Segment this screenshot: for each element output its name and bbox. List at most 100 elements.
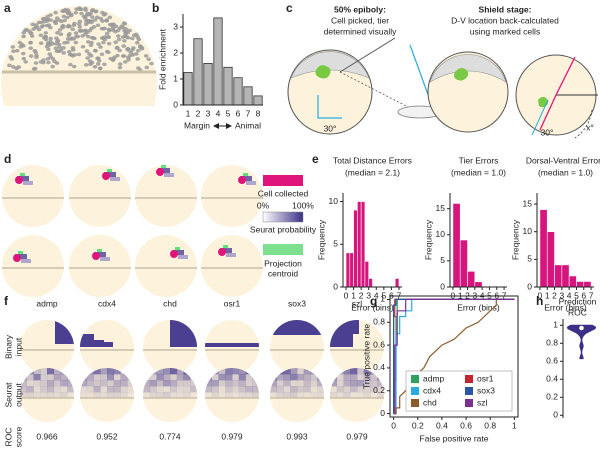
cell-dot [48, 36, 54, 41]
cell-dot [89, 40, 94, 45]
cell-dot [135, 57, 140, 61]
histogram-bar [360, 201, 366, 288]
seurat-cell [252, 374, 259, 381]
seurat-cell [211, 380, 219, 387]
seurat-cell [343, 392, 351, 399]
cell-dot [7, 63, 12, 68]
cell-dot [11, 65, 16, 69]
legend-label: cdx4 [423, 385, 441, 395]
binary-region [170, 320, 197, 347]
x-tick-label: 8 [256, 108, 261, 118]
seurat-cell [245, 374, 253, 381]
cell-dot [102, 12, 108, 16]
y-tick-label: 0.8 [546, 338, 558, 348]
histogram-bar [452, 203, 461, 288]
cell-dot [58, 32, 64, 37]
cell-dot [95, 62, 101, 66]
seurat-cell [170, 392, 178, 399]
seurat-cell [317, 386, 324, 393]
y-tick-label: 0 [333, 281, 338, 291]
bar [223, 66, 233, 106]
centroid [243, 173, 248, 176]
cell-dot [73, 31, 79, 35]
embryo [330, 368, 384, 422]
y-tick-label: 1 [553, 320, 558, 330]
seurat-cell [297, 368, 305, 375]
x-tick-label: 7 [246, 108, 251, 118]
seurat-cell [26, 392, 34, 399]
cell-dot [107, 28, 112, 33]
cell-collected [238, 176, 246, 184]
legend-swatch [465, 387, 473, 395]
seurat-cell [303, 392, 311, 399]
binary-region [80, 334, 94, 340]
seurat-cell [336, 386, 344, 393]
seurat-cell [350, 380, 358, 387]
seurat-cell [20, 392, 28, 399]
cell-dot [81, 14, 87, 19]
seurat-cell [310, 374, 318, 381]
seurat-cell [211, 386, 219, 393]
seurat-cell [176, 374, 184, 381]
legend-label: Cell collected [258, 188, 309, 198]
binary-input [270, 320, 324, 335]
row-label: Seurat [3, 382, 13, 408]
cell-dot [76, 52, 82, 57]
seurat-cell [310, 386, 318, 393]
x-tick-label: 4 [567, 290, 572, 300]
bar [183, 72, 193, 106]
seurat-cell [176, 392, 184, 399]
seurat-cell [163, 386, 171, 393]
embryo [205, 368, 259, 422]
cell-dot [68, 62, 73, 67]
y-tick-label: 5 [440, 255, 445, 265]
embryo [201, 235, 263, 297]
cell-dot [77, 7, 82, 12]
cell-dot [146, 57, 151, 62]
cell-dot [123, 60, 128, 64]
cell-dot [28, 40, 33, 45]
cell-dot [76, 22, 82, 26]
x-tick-label: 1 [186, 108, 191, 118]
seurat-cell [270, 368, 278, 375]
seurat-cell [170, 380, 178, 387]
gene-name: szl [352, 298, 363, 308]
cell-dot [55, 38, 61, 43]
x-tick-label: 2 [552, 290, 557, 300]
cell-dot [122, 34, 128, 38]
cell-dot [95, 56, 100, 61]
embryo [135, 235, 197, 297]
y-tick-label: 15 [523, 198, 533, 208]
seurat-cell [330, 392, 338, 399]
cell-dot [84, 49, 90, 53]
x-tick-label: 0 [391, 420, 396, 430]
centroid [175, 247, 180, 250]
row-label: score [13, 426, 23, 447]
roc-line [393, 298, 515, 415]
cell-dot [93, 9, 98, 14]
x-tick-label: 2 [359, 290, 364, 300]
cell-dot [46, 47, 51, 52]
cell-dot [92, 48, 98, 53]
seurat-output [80, 368, 134, 399]
legend-label: Seurat probability [250, 224, 317, 234]
cell-dot [21, 34, 26, 39]
seurat-cell [26, 386, 34, 393]
embryo [135, 165, 197, 227]
cell-dot [14, 48, 20, 53]
legend-swatch [411, 375, 419, 383]
cell-collected [13, 254, 21, 262]
cell-dot [98, 45, 103, 49]
seurat-cell [218, 392, 226, 399]
seurat-cell [276, 386, 284, 393]
chart-title: Total Distance Errors [333, 155, 412, 165]
seurat-patch [110, 177, 120, 181]
binary-region [205, 343, 259, 347]
seurat-cell [163, 368, 171, 375]
seurat-cell [190, 374, 197, 381]
seurat-cell [60, 386, 68, 393]
seurat-cell [107, 380, 115, 387]
seurat-cell [205, 368, 213, 375]
